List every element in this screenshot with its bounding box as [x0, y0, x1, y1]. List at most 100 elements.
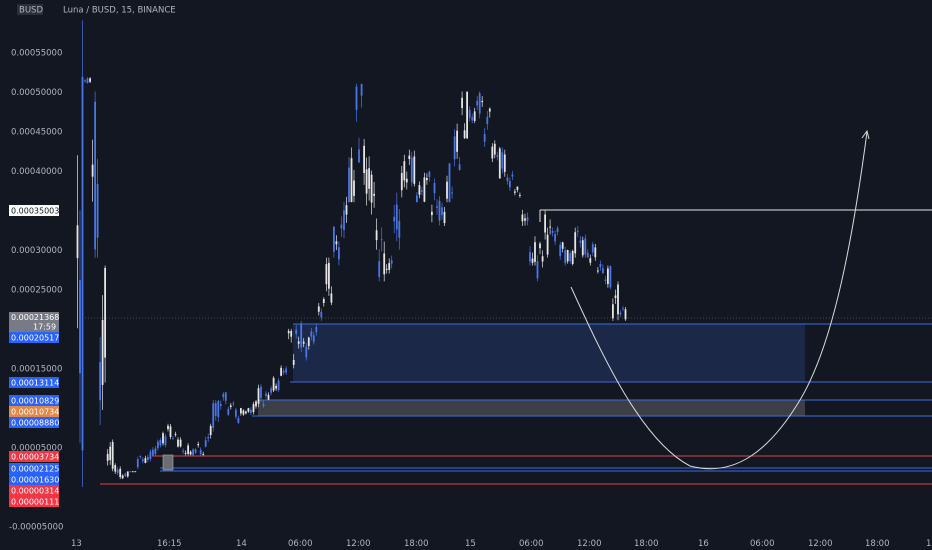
candle-body	[134, 471, 137, 473]
candle-body	[602, 268, 604, 274]
candle-body	[516, 186, 519, 190]
candle-body	[240, 408, 242, 414]
candle-body	[141, 459, 144, 462]
candle-body	[126, 471, 129, 477]
candle-body	[576, 230, 579, 233]
candle-body	[491, 146, 494, 159]
x-tick-label: 12:00	[577, 539, 602, 549]
drawings-layer[interactable]	[82, 129, 932, 485]
candle-body	[99, 362, 101, 401]
badge-label: 0.00003734	[11, 453, 59, 462]
candle-body	[400, 173, 403, 191]
x-tick-label: 18:00	[634, 539, 659, 549]
candle-body	[257, 388, 260, 404]
candle-body	[534, 242, 536, 262]
candle-body	[320, 311, 323, 318]
x-tick-label: 17	[926, 539, 932, 549]
x-tick-label: 14	[236, 539, 247, 549]
x-tick-label: 18:00	[404, 539, 429, 549]
symbol-badge[interactable]	[17, 4, 43, 15]
gray-zone[interactable]	[258, 400, 805, 416]
demand-zone[interactable]	[293, 324, 805, 382]
candle-body	[114, 465, 117, 472]
candle-body	[431, 211, 433, 216]
badge-orange	[9, 406, 59, 417]
projection-curve[interactable]	[570, 131, 868, 470]
arrow-head-icon	[861, 129, 870, 140]
candle-body	[569, 253, 572, 262]
candle-body	[418, 185, 421, 195]
badge-label: 0.00010734	[11, 408, 59, 417]
candle-body	[353, 180, 355, 196]
candle-body	[551, 231, 554, 233]
candle-body	[79, 280, 81, 374]
candle-body	[624, 309, 627, 320]
candle-body	[368, 168, 370, 189]
candle-body	[423, 177, 426, 202]
badge-blue	[9, 474, 59, 485]
candle-body	[380, 239, 383, 241]
candle-body	[169, 426, 172, 437]
candle-body	[136, 459, 139, 467]
y-axis: 0.00055000 0.00050000 0.00045000 0.00040…	[9, 49, 63, 533]
x-tick-label: 12:00	[346, 539, 371, 549]
candle-body	[229, 405, 232, 407]
x-tick-label: 06:00	[519, 539, 544, 549]
chart-title: Luna / BUSD, 15, BINANCE	[63, 6, 176, 16]
candle-body	[285, 368, 287, 373]
candle-body	[591, 244, 594, 253]
badge-label: 0.00008880	[11, 419, 59, 428]
candle-body	[478, 93, 481, 114]
candle-body	[544, 214, 546, 233]
candle-body	[446, 181, 448, 199]
candle-body	[441, 207, 443, 216]
candle-body	[483, 134, 486, 142]
candle-body	[373, 193, 375, 196]
candle-body	[202, 454, 205, 456]
candle-body	[436, 206, 438, 208]
candle-body	[157, 441, 159, 449]
candle-body	[292, 360, 295, 365]
candle-body	[343, 210, 345, 230]
candle-body	[164, 436, 167, 445]
candle-body	[511, 174, 514, 177]
candle-body	[222, 394, 225, 398]
candle-body	[340, 224, 343, 229]
candle-body	[473, 111, 476, 121]
candle-body	[581, 240, 584, 256]
candle-body	[443, 211, 446, 224]
candle-body	[388, 263, 391, 270]
candle-body	[116, 469, 119, 473]
candle-body	[129, 471, 132, 473]
candle-body	[307, 337, 310, 346]
candle-body	[471, 117, 474, 121]
candle-body	[290, 331, 293, 337]
candle-body	[76, 225, 79, 259]
candle-body	[131, 471, 134, 473]
candle-body	[503, 154, 506, 172]
candle-body	[526, 217, 529, 221]
candle-body	[232, 403, 235, 405]
candle-body	[556, 228, 559, 232]
candle-body	[214, 403, 217, 416]
candle-body	[194, 449, 197, 453]
candle-body	[594, 247, 597, 258]
badge-blue	[9, 417, 59, 428]
candle-body	[147, 457, 149, 460]
small-box[interactable]	[162, 454, 174, 471]
candle-body	[204, 440, 207, 447]
candle-body	[584, 238, 587, 255]
candle-body	[554, 234, 556, 242]
y-tick-label: 0.00050000	[11, 88, 62, 98]
candle-body	[330, 293, 333, 303]
badge-label: 0.00021368	[11, 313, 59, 322]
candle-body	[86, 78, 89, 83]
candle-body	[370, 174, 373, 203]
candle-body	[174, 434, 177, 436]
candle-body	[242, 410, 245, 415]
badge-blue	[9, 463, 59, 474]
x-tick-label: 16	[698, 539, 709, 549]
candle-body	[410, 157, 413, 183]
candle-body	[172, 438, 174, 440]
